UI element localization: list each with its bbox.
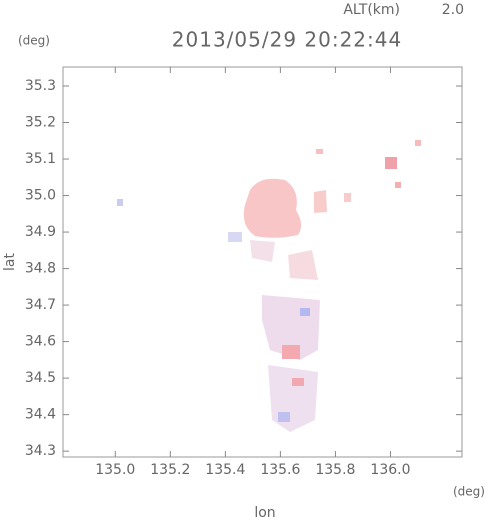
y-axis-label: lat bbox=[2, 253, 18, 271]
echo-region bbox=[243, 178, 302, 238]
x-tick-label: 135.8 bbox=[315, 462, 355, 478]
y-tick-label: 34.8 bbox=[25, 261, 56, 277]
y-tick-label: 35.1 bbox=[25, 151, 56, 167]
y-tick-label: 34.4 bbox=[25, 407, 56, 423]
altitude-value: 2.0 bbox=[442, 2, 464, 18]
echo-region bbox=[250, 240, 275, 262]
x-axis-label: lon bbox=[254, 505, 275, 521]
y-tick-label: 35.2 bbox=[25, 115, 56, 131]
echo-region bbox=[385, 157, 397, 169]
y-tick-label: 34.3 bbox=[25, 443, 56, 459]
x-tick-label: 135.6 bbox=[260, 462, 300, 478]
echo-region bbox=[268, 365, 318, 432]
y-tick-label: 34.7 bbox=[25, 297, 56, 313]
y-tick-label: 35.3 bbox=[25, 78, 56, 94]
y-tick-label: 34.9 bbox=[25, 224, 56, 240]
echo-region bbox=[282, 345, 300, 359]
y-tick-label: 34.6 bbox=[25, 334, 56, 350]
echo-region bbox=[292, 378, 304, 386]
echo-region bbox=[300, 308, 310, 316]
y-unit: (deg) bbox=[18, 34, 50, 48]
chart-title: 2013/05/29 20:22:44 bbox=[172, 28, 402, 52]
echo-region bbox=[415, 140, 421, 146]
echo-region bbox=[278, 412, 290, 422]
x-tick-label: 136.0 bbox=[370, 462, 410, 478]
echo-region bbox=[314, 190, 327, 213]
echo-region bbox=[228, 232, 242, 242]
x-tick-label: 135.0 bbox=[95, 462, 135, 478]
echo-region bbox=[395, 182, 401, 188]
y-tick-label: 35.0 bbox=[25, 188, 56, 204]
echo-region bbox=[117, 199, 123, 206]
echo-regions bbox=[117, 140, 421, 432]
echo-region bbox=[344, 193, 351, 202]
x-tick-label: 135.4 bbox=[205, 462, 245, 478]
altitude-label: ALT(km) bbox=[343, 2, 400, 18]
x-tick-label: 135.2 bbox=[150, 462, 190, 478]
plot-frame bbox=[62, 66, 463, 458]
y-tick-label: 34.5 bbox=[25, 370, 56, 386]
echo-region bbox=[316, 149, 323, 154]
x-unit: (deg) bbox=[453, 485, 485, 499]
echo-region bbox=[288, 250, 318, 280]
